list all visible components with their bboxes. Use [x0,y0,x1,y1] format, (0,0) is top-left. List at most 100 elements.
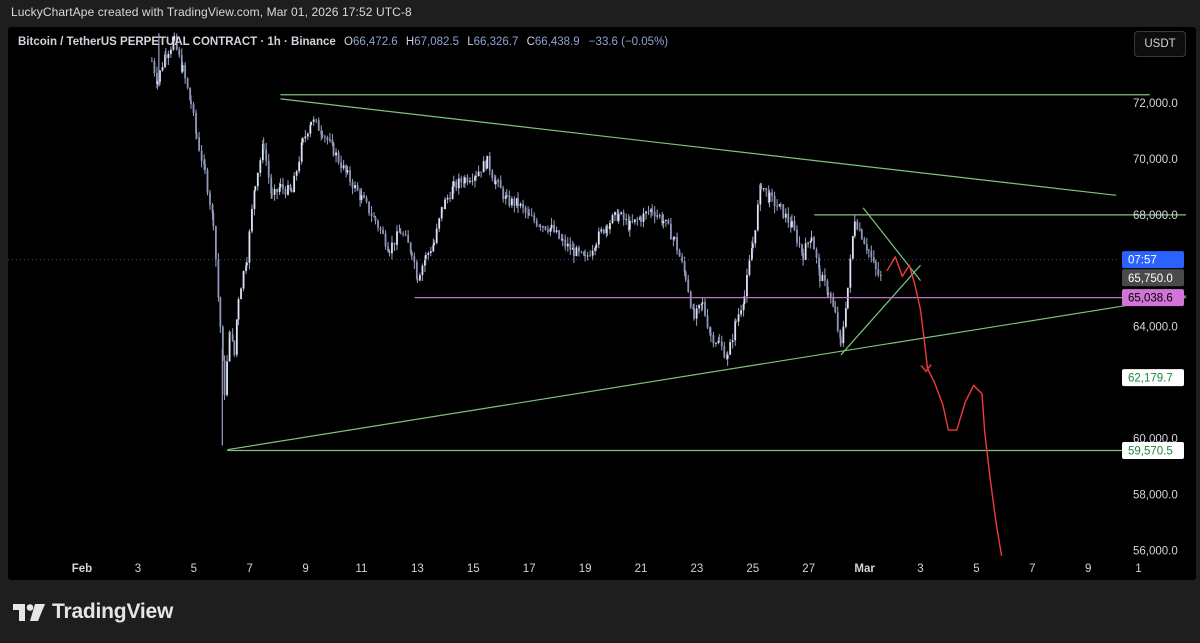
x-tick-label: 19 [579,563,592,575]
symbol-name[interactable]: Bitcoin / TetherUS PERPETUAL CONTRACT · … [18,36,336,48]
candle-body [261,143,264,161]
candle-body [836,312,839,331]
candle-body [793,221,796,230]
candle-body [756,204,759,231]
candle-body [499,180,502,189]
x-tick-label: 27 [802,563,815,575]
candle-body [813,237,815,250]
x-tick-label: 17 [523,563,536,575]
upper-descending-line [280,98,1117,196]
candle-body [424,259,426,266]
candle-body [700,303,703,306]
candle-body [616,212,619,221]
candle-body [365,197,368,202]
candle-body [289,184,292,190]
countdown-price-tag [1122,251,1184,269]
candle-body [373,216,375,217]
candle-body [486,155,489,169]
candle-body [482,161,485,173]
candle-body [432,244,435,252]
lower-wedge-price-tag [1122,369,1184,387]
candle-body [810,237,813,242]
tradingview-logo-icon [13,604,45,621]
y-tick-label: 68,000.0 [1133,210,1178,222]
candle-body [262,143,265,150]
candle-body [782,204,785,218]
candle-body [198,137,201,151]
x-tick-label: 21 [635,563,648,575]
x-tick-label: 1 [1135,563,1141,575]
candle-body [231,334,234,341]
candle-body [709,333,712,335]
candle-body [695,308,698,319]
x-tick-label: 25 [746,563,759,575]
x-tick-label: 3 [917,563,923,575]
candle-body [804,243,807,260]
candle-body [600,229,603,232]
candle-body [315,119,318,121]
candles-layer [150,32,882,446]
candle-body [326,137,329,140]
candle-body [306,133,309,137]
candle-body [802,252,805,260]
candle-body [535,220,538,226]
candle-body [452,181,455,187]
candle-body [611,215,614,224]
candle-body [228,331,231,362]
price-chart[interactable]: 72,000.070,000.068,000.064,000.060,000.0… [8,27,1196,580]
candle-body [614,212,616,216]
candle-body [566,243,569,247]
candle-body [178,49,181,56]
candle-body [853,221,856,237]
candle-body [636,219,639,221]
candle-body [471,180,474,182]
candle-body [826,280,829,294]
currency-button[interactable]: USDT [1134,31,1186,57]
candle-body [345,165,348,173]
candle-body [664,219,667,221]
candle-body [678,250,681,257]
candle-body [433,242,436,245]
candle-body [617,213,620,221]
candle-body [860,229,863,240]
candle-body [153,61,156,73]
candle-body [530,215,533,217]
candle-body [192,104,195,113]
candle-body [485,161,488,169]
candle-body [561,239,564,241]
candle-body [667,219,670,224]
candle-body [609,223,611,230]
candle-body [351,181,354,189]
candle-body [237,299,240,320]
candle-body [606,226,609,230]
candle-body [824,274,826,281]
candle-body [488,155,491,171]
candle-body [743,296,746,305]
candle-body [642,213,645,222]
chart-panel[interactable]: 72,000.0 70,000.0 68,000.0 64,000.0 60,000.0… [8,27,1196,580]
candle-body [693,308,696,319]
candle-body [762,188,765,190]
candle-body [226,361,228,396]
y-tick-label: 72,000.0 [1133,98,1178,110]
candle-body [379,227,382,230]
candle-body [842,326,845,344]
candle-body [751,243,754,249]
candle-body [335,152,337,156]
candle-body [301,138,304,143]
candle-body [877,269,880,275]
candle-body [867,250,870,252]
candle-body [879,274,882,276]
candle-body [683,261,686,273]
candle-body [356,184,359,191]
candle-body [870,251,873,258]
candle-body [709,327,711,334]
candle-body [734,320,737,341]
candle-body [815,249,818,258]
candle-body [784,213,787,218]
candle-body [662,220,665,224]
candle-body [173,35,176,41]
candle-body [605,226,608,234]
candle-body [527,212,529,214]
candle-body [578,247,580,252]
